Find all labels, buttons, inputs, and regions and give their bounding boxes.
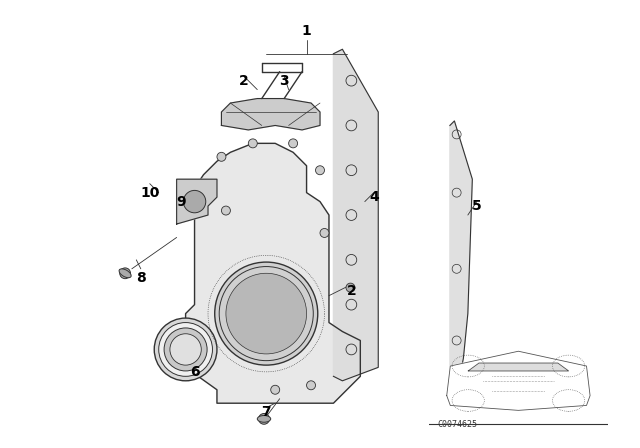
Circle shape xyxy=(320,228,329,237)
Circle shape xyxy=(164,328,207,371)
Polygon shape xyxy=(450,121,472,385)
Polygon shape xyxy=(177,179,217,224)
Circle shape xyxy=(215,262,317,365)
Ellipse shape xyxy=(257,416,271,422)
Circle shape xyxy=(221,206,230,215)
Text: 4: 4 xyxy=(369,190,379,204)
Circle shape xyxy=(217,152,226,161)
Circle shape xyxy=(170,334,202,365)
Text: 5: 5 xyxy=(472,199,482,213)
Ellipse shape xyxy=(184,190,206,213)
Polygon shape xyxy=(333,49,378,381)
Circle shape xyxy=(307,381,316,390)
Text: 2: 2 xyxy=(346,284,356,298)
Circle shape xyxy=(120,268,131,279)
Text: 2: 2 xyxy=(239,73,249,88)
Ellipse shape xyxy=(119,269,131,278)
Text: 7: 7 xyxy=(261,405,271,419)
Circle shape xyxy=(259,414,269,424)
Text: 9: 9 xyxy=(176,194,186,209)
Polygon shape xyxy=(221,99,320,130)
Circle shape xyxy=(289,139,298,148)
Circle shape xyxy=(316,166,324,175)
Text: 6: 6 xyxy=(189,365,200,379)
Circle shape xyxy=(226,273,307,354)
Circle shape xyxy=(159,323,212,376)
Polygon shape xyxy=(186,143,360,403)
Text: C0074625: C0074625 xyxy=(438,420,477,429)
Circle shape xyxy=(189,196,200,207)
Circle shape xyxy=(346,283,355,292)
Circle shape xyxy=(271,385,280,394)
Circle shape xyxy=(154,318,217,381)
Text: 10: 10 xyxy=(140,185,159,200)
Circle shape xyxy=(248,139,257,148)
Polygon shape xyxy=(447,351,590,410)
Polygon shape xyxy=(468,363,568,371)
Text: 1: 1 xyxy=(301,24,312,39)
Text: 8: 8 xyxy=(136,271,146,285)
Circle shape xyxy=(185,192,204,211)
Text: 3: 3 xyxy=(279,73,289,88)
